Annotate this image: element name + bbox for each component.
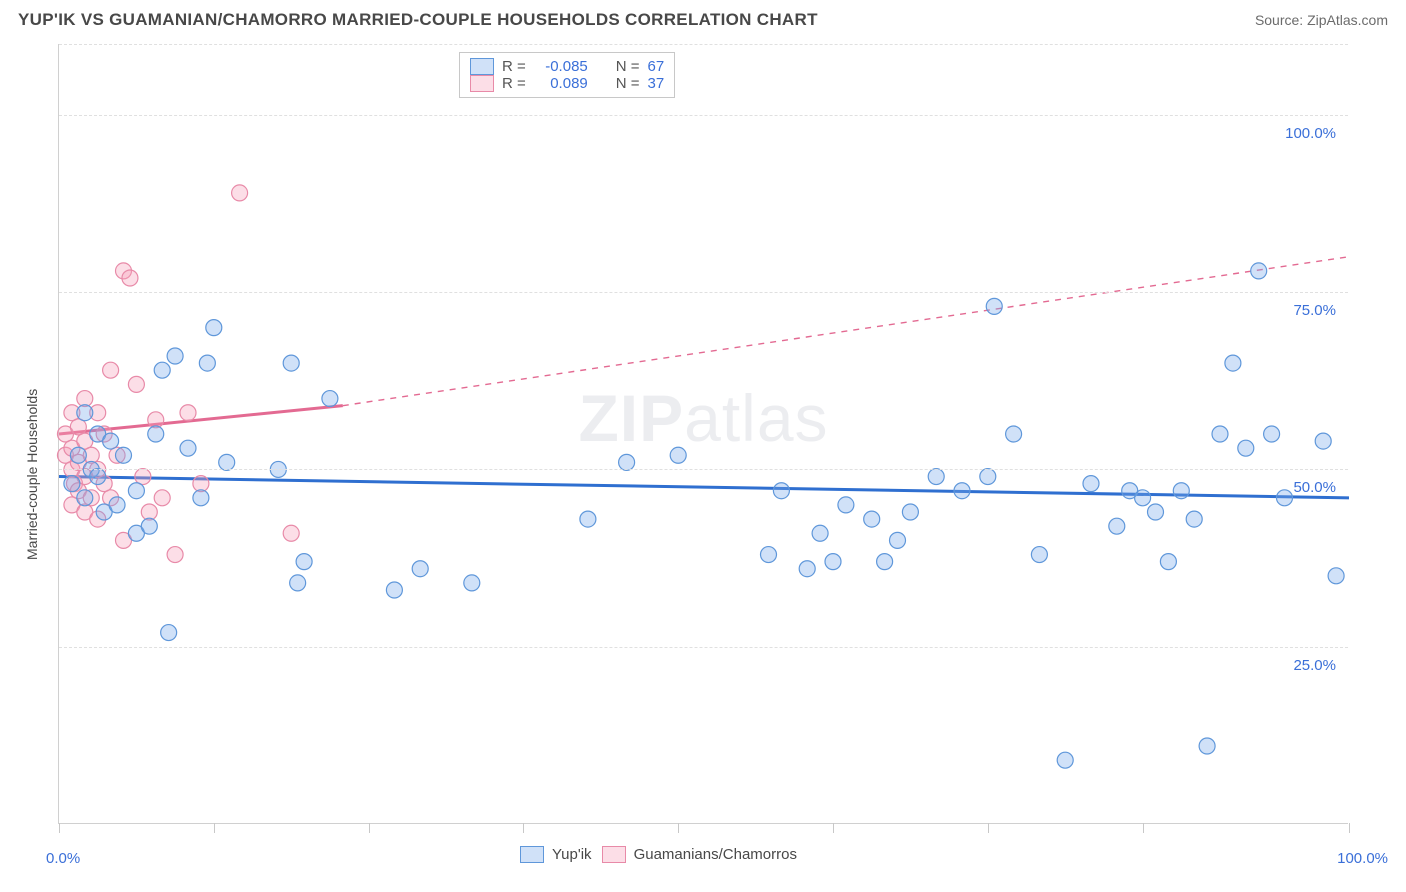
y-tick-label: 50.0% <box>1293 479 1336 496</box>
x-tick <box>369 823 370 833</box>
x-tick <box>523 823 524 833</box>
n-label: N = <box>616 75 640 92</box>
correlation-legend-row: R = -0.085 N = 67 <box>470 58 664 75</box>
legend-swatch <box>470 75 494 92</box>
n-label: N = <box>616 58 640 75</box>
correlation-legend-row: R = 0.089 N = 37 <box>470 75 664 92</box>
series-legend-label: Guamanians/Chamorros <box>634 846 797 863</box>
y-tick-label: 100.0% <box>1285 125 1336 142</box>
x-tick <box>214 823 215 833</box>
r-label: R = <box>502 58 526 75</box>
y-tick-label: 25.0% <box>1293 657 1336 674</box>
legend-swatch <box>470 58 494 75</box>
legend-swatch <box>520 846 544 863</box>
x-tick <box>1143 823 1144 833</box>
x-tick <box>678 823 679 833</box>
gridline <box>59 115 1348 116</box>
chart-plot-area: ZIPatlas R =-0.085N =67R =0.089N =37 25.… <box>58 44 1348 824</box>
n-value: 37 <box>648 75 665 92</box>
x-axis-max: 100.0% <box>1337 850 1388 867</box>
r-value: -0.085 <box>534 58 588 75</box>
series-legend: Yup'ik Guamanians/Chamorros <box>520 846 797 863</box>
gridline <box>59 292 1348 293</box>
correlation-legend: R = -0.085 N = 67 R = 0.089 N = 37 <box>459 52 675 98</box>
x-axis-min: 0.0% <box>46 850 80 867</box>
r-label: R = <box>502 75 526 92</box>
chart-title: YUP'IK VS GUAMANIAN/CHAMORRO MARRIED-COU… <box>18 10 818 30</box>
series-legend-item: Guamanians/Chamorros <box>602 846 797 863</box>
x-tick <box>833 823 834 833</box>
gridline <box>59 44 1348 45</box>
chart-source: Source: ZipAtlas.com <box>1255 12 1388 28</box>
x-tick <box>988 823 989 833</box>
y-axis-label: Married-couple Households <box>24 389 40 560</box>
gridline <box>59 469 1348 470</box>
x-tick <box>59 823 60 833</box>
x-tick <box>1349 823 1350 833</box>
n-value: 67 <box>648 58 665 75</box>
chart-header: YUP'IK VS GUAMANIAN/CHAMORRO MARRIED-COU… <box>0 0 1406 36</box>
legend-swatch <box>602 846 626 863</box>
series-legend-label: Yup'ik <box>552 846 592 863</box>
scatter-svg <box>59 44 1348 823</box>
series-legend-item: Yup'ik <box>520 846 592 863</box>
r-value: 0.089 <box>534 75 588 92</box>
y-tick-label: 75.0% <box>1293 302 1336 319</box>
gridline <box>59 647 1348 648</box>
